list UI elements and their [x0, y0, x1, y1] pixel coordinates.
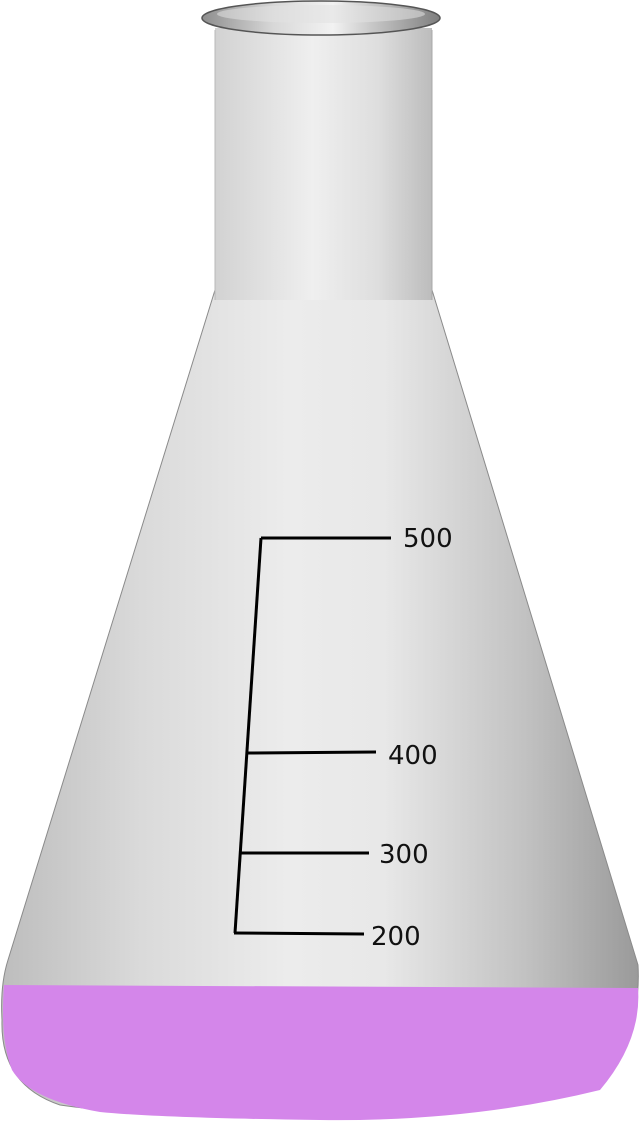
graduation-tick-400 — [246, 750, 377, 755]
graduation-label-400: 400 — [388, 741, 438, 771]
graduation-tick-200 — [233, 931, 365, 936]
liquid — [3, 985, 639, 1121]
graduation-label-200: 200 — [371, 922, 421, 952]
flask-neck — [215, 28, 432, 300]
graduation-label-300: 300 — [379, 840, 429, 870]
graduation-scale — [233, 536, 391, 936]
graduation-spine — [233, 537, 263, 934]
graduation-label-500: 500 — [403, 524, 453, 554]
